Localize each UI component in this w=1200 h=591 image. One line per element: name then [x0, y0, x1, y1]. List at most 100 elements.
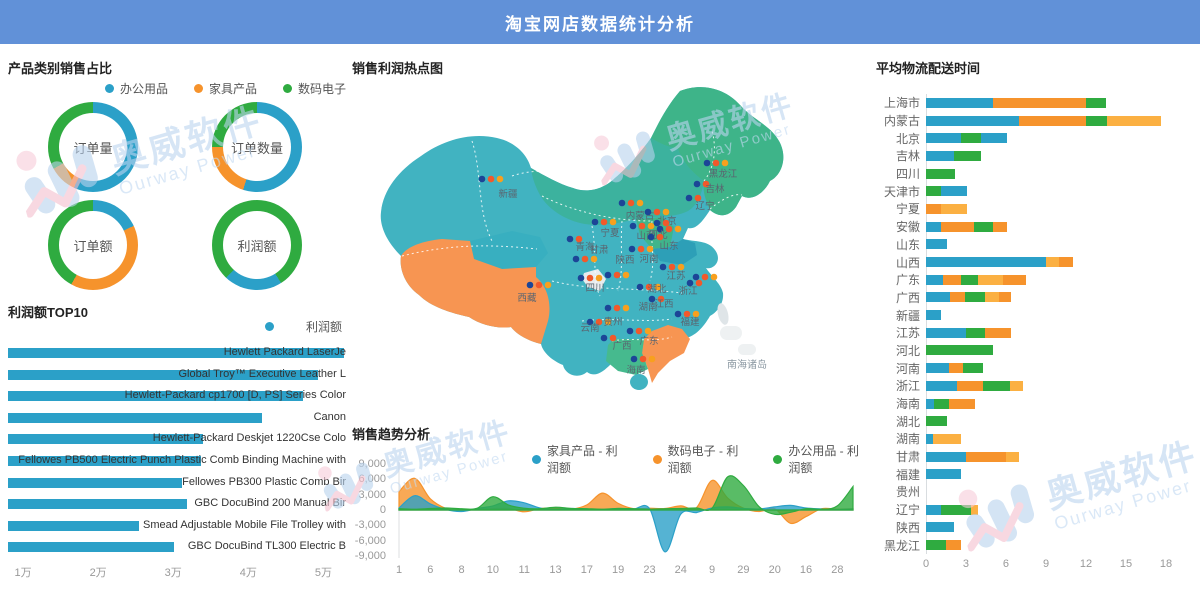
bar-segment[interactable] [926, 451, 966, 462]
map-point[interactable] [692, 310, 700, 318]
map-point[interactable] [609, 218, 617, 226]
map-point[interactable] [586, 274, 594, 282]
map-point[interactable] [712, 159, 720, 167]
bar-segment[interactable] [1059, 257, 1073, 268]
map-point[interactable] [629, 222, 637, 230]
map-point[interactable] [613, 304, 621, 312]
legend-item[interactable]: 家具产品 [193, 80, 257, 97]
bar-segment[interactable] [926, 168, 956, 179]
map-point[interactable] [639, 355, 647, 363]
map-point[interactable] [613, 271, 621, 279]
bar-segment[interactable] [940, 504, 972, 515]
bar-segment[interactable] [926, 274, 944, 285]
map-point[interactable] [702, 180, 710, 188]
map-point[interactable] [644, 327, 652, 335]
bar-segment[interactable] [1085, 97, 1106, 108]
map-point[interactable] [654, 283, 662, 291]
bar-segment[interactable] [1046, 257, 1060, 268]
map-point[interactable] [590, 255, 598, 263]
top10-bar[interactable] [8, 520, 139, 531]
trend-area-chart[interactable] [394, 460, 860, 560]
donut-chart[interactable]: 订单数量 [212, 102, 302, 192]
bar-segment[interactable] [963, 363, 984, 374]
map-point[interactable] [581, 255, 589, 263]
bar-segment[interactable] [926, 540, 946, 551]
bar-segment[interactable] [926, 310, 941, 321]
legend-item[interactable]: 办公用品 [104, 80, 168, 97]
map-point[interactable] [646, 245, 654, 253]
legend-item[interactable]: 数码电子 - 利润额 [652, 442, 748, 476]
bar-segment[interactable] [948, 398, 976, 409]
map-point[interactable] [604, 304, 612, 312]
bar-segment[interactable] [1003, 274, 1026, 285]
map-point[interactable] [604, 318, 612, 326]
map-point[interactable] [635, 327, 643, 335]
bar-segment[interactable] [926, 522, 954, 533]
map-point[interactable] [694, 194, 702, 202]
bar-segment[interactable] [956, 380, 984, 391]
bar-segment[interactable] [926, 380, 957, 391]
bar-segment[interactable] [926, 363, 949, 374]
map-point[interactable] [626, 327, 634, 335]
map-point[interactable] [685, 194, 693, 202]
bar-segment[interactable] [992, 221, 1008, 232]
bar-segment[interactable] [999, 292, 1012, 303]
map-point[interactable] [683, 310, 691, 318]
top10-bar[interactable] [8, 412, 262, 423]
map-point[interactable] [604, 271, 612, 279]
bar-segment[interactable] [932, 433, 961, 444]
bar-segment[interactable] [926, 327, 966, 338]
map-point[interactable] [659, 263, 667, 271]
bar-segment[interactable] [1107, 115, 1161, 126]
map-point[interactable] [572, 255, 580, 263]
top10-bar[interactable] [8, 434, 204, 445]
bar-segment[interactable] [926, 257, 1046, 268]
map-point[interactable] [630, 355, 638, 363]
map-point[interactable] [478, 175, 486, 183]
donut-chart[interactable]: 订单额 [48, 200, 138, 290]
bar-segment[interactable] [926, 133, 961, 144]
bar-segment[interactable] [926, 221, 941, 232]
map-point[interactable] [648, 295, 656, 303]
bar-segment[interactable] [926, 469, 961, 480]
bar-segment[interactable] [1085, 115, 1108, 126]
bar-segment[interactable] [926, 239, 948, 250]
bar-segment[interactable] [965, 451, 1006, 462]
bar-segment[interactable] [945, 540, 961, 551]
map-point[interactable] [721, 159, 729, 167]
bar-segment[interactable] [984, 327, 1012, 338]
map-point[interactable] [496, 175, 504, 183]
bar-segment[interactable] [926, 292, 950, 303]
map-point[interactable] [701, 273, 709, 281]
map-point[interactable] [577, 274, 585, 282]
bar-segment[interactable] [926, 398, 934, 409]
bar-segment[interactable] [973, 221, 993, 232]
bar-segment[interactable] [965, 327, 985, 338]
top10-bar[interactable] [8, 369, 319, 380]
bar-segment[interactable] [1009, 380, 1024, 391]
map-point[interactable] [653, 208, 661, 216]
map-point[interactable] [600, 218, 608, 226]
bar-segment[interactable] [948, 363, 964, 374]
bar-segment[interactable] [926, 345, 993, 356]
bar-segment[interactable] [926, 416, 948, 427]
map-point[interactable] [628, 245, 636, 253]
map-point[interactable] [677, 263, 685, 271]
map-point[interactable] [622, 271, 630, 279]
bar-segment[interactable] [1005, 451, 1020, 462]
bar-segment[interactable] [926, 97, 993, 108]
map-point[interactable] [638, 222, 646, 230]
trend-series-area[interactable] [398, 477, 854, 525]
bar-segment[interactable] [940, 186, 968, 197]
china-map[interactable]: 新疆西藏青海甘肃宁夏内蒙古北京辽宁吉林黑龙江山西河北山东陕西河南江苏浙江湖北湖南… [352, 76, 868, 416]
map-point[interactable] [695, 279, 703, 287]
map-point[interactable] [637, 245, 645, 253]
bar-segment[interactable] [926, 504, 941, 515]
trend-series-area[interactable] [398, 495, 854, 553]
bar-segment[interactable] [934, 398, 949, 409]
map-point[interactable] [693, 180, 701, 188]
bar-segment[interactable] [926, 150, 954, 161]
bar-segment[interactable] [984, 292, 1000, 303]
map-point[interactable] [645, 283, 653, 291]
bar-segment[interactable] [926, 203, 941, 214]
